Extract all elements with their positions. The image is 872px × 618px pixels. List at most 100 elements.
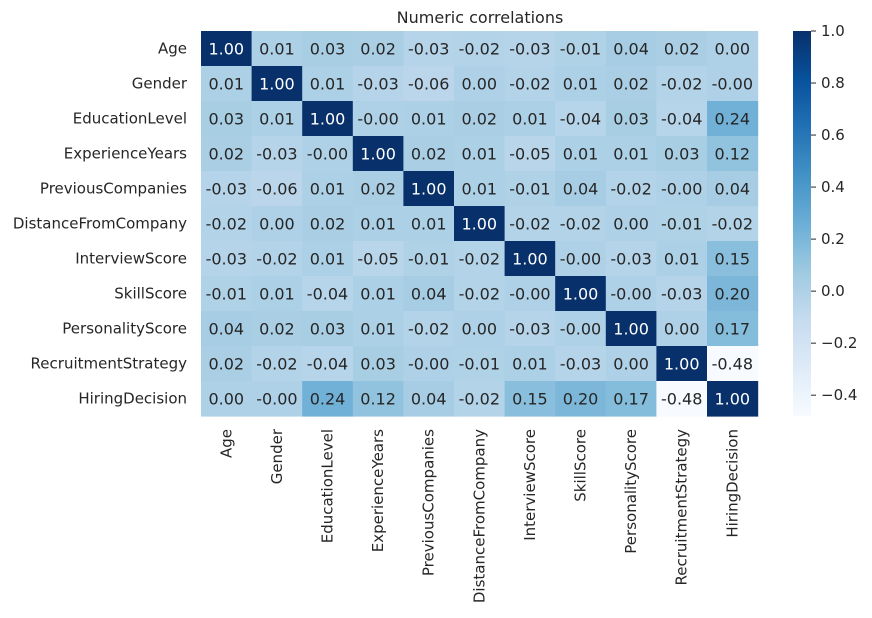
- heatmap-cell: [605, 311, 657, 347]
- heatmap-cell: [555, 136, 607, 172]
- heatmap-cell: [605, 31, 657, 67]
- heatmap-cell: [251, 66, 303, 102]
- heatmap-cell: [403, 66, 455, 102]
- heatmap-cell-value: -0.03: [256, 145, 297, 164]
- heatmap-cell-value: -0.04: [307, 285, 348, 304]
- heatmap-cell-value: -0.03: [560, 355, 601, 374]
- heatmap-cell-value: 0.04: [563, 180, 599, 199]
- heatmap-cell: [555, 66, 607, 102]
- heatmap-cells: 1.00 0.01 0.03 0.02 -0.03 -0.02 -0.03 -0.01 0.04…: [201, 31, 759, 417]
- colorbar-tick-label: 0.2: [821, 230, 845, 248]
- heatmap-cell-value: 0.20: [563, 390, 599, 409]
- heatmap-cell: [555, 346, 607, 382]
- heatmap-cell: [656, 31, 708, 67]
- heatmap-cell: [454, 276, 506, 312]
- heatmap-cell-value: -0.02: [661, 75, 702, 94]
- heatmap-cell: [555, 31, 607, 67]
- heatmap-cell-value: -0.48: [661, 390, 702, 409]
- heatmap-cell: [352, 381, 404, 417]
- heatmap-cell-value: 0.01: [664, 250, 700, 269]
- heatmap-cell-value: 0.17: [613, 390, 649, 409]
- chart-title: Numeric correlations: [397, 8, 564, 27]
- heatmap-cell: [504, 101, 556, 137]
- heatmap-cell-value: -0.00: [509, 285, 550, 304]
- colorbar-tick-label: 1.0: [821, 22, 845, 40]
- heatmap-cell-value: -0.02: [256, 355, 297, 374]
- heatmap-cell-value: 0.00: [461, 75, 497, 94]
- heatmap-cell-value: 1.00: [360, 145, 396, 164]
- heatmap-cell-value: -0.02: [459, 285, 500, 304]
- y-tick-label: RecruitmentStrategy: [31, 355, 188, 373]
- heatmap-cell: [656, 381, 708, 417]
- colorbar-tick-label: −0.2: [821, 334, 857, 352]
- heatmap-cell-value: 1.00: [563, 285, 599, 304]
- heatmap-cell-value: 0.12: [360, 390, 396, 409]
- heatmap-cell-value: 1.00: [613, 320, 649, 339]
- heatmap-cell-value: 0.04: [411, 390, 447, 409]
- heatmap-cell-value: -0.05: [357, 250, 398, 269]
- heatmap-cell: [707, 276, 759, 312]
- y-tick-label: DistanceFromCompany: [13, 215, 187, 233]
- heatmap-cell: [707, 241, 759, 277]
- heatmap-cell-value: 0.02: [259, 320, 295, 339]
- heatmap-cell: [555, 206, 607, 242]
- x-tick-label: RecruitmentStrategy: [673, 429, 691, 586]
- heatmap-cell-value: -0.03: [357, 75, 398, 94]
- heatmap-cell: [201, 171, 253, 207]
- heatmap-cell-value: 0.01: [411, 110, 447, 129]
- heatmap-cell-value: -0.02: [610, 180, 651, 199]
- heatmap-cell: [656, 241, 708, 277]
- heatmap-cell: [707, 101, 759, 137]
- heatmap-cell: [201, 206, 253, 242]
- heatmap-cell-value: 0.01: [310, 75, 346, 94]
- heatmap-cell-value: -0.03: [206, 250, 247, 269]
- colorbar-tick-label: 0.6: [821, 126, 845, 144]
- heatmap-cell-value: 0.00: [664, 320, 700, 339]
- heatmap-cell-value: 0.01: [259, 285, 295, 304]
- heatmap-cell: [201, 241, 253, 277]
- colorbar-tick-label: 0.4: [821, 178, 845, 196]
- heatmap-cell: [504, 346, 556, 382]
- x-tick-label: SkillScore: [572, 429, 590, 502]
- heatmap-cell-value: -0.00: [357, 110, 398, 129]
- heatmap-cell: [302, 381, 354, 417]
- heatmap-cell: [656, 101, 708, 137]
- heatmap-cell-value: 1.00: [714, 390, 750, 409]
- heatmap-cell: [454, 136, 506, 172]
- heatmap-cell-value: 0.02: [461, 110, 497, 129]
- heatmap-cell: [605, 66, 657, 102]
- heatmap-cell: [302, 311, 354, 347]
- heatmap-cell: [352, 206, 404, 242]
- heatmap-cell-value: -0.04: [661, 110, 702, 129]
- heatmap-cell-value: 0.04: [714, 180, 750, 199]
- heatmap-cell: [201, 31, 253, 67]
- heatmap-cell: [504, 66, 556, 102]
- y-tick-label: PreviousCompanies: [40, 180, 187, 198]
- heatmap-cell-value: -0.00: [307, 145, 348, 164]
- heatmap-cell: [201, 136, 253, 172]
- heatmap-cell: [656, 276, 708, 312]
- heatmap-cell-value: -0.00: [610, 285, 651, 304]
- x-tick-label: DistanceFromCompany: [470, 429, 488, 603]
- heatmap-cell-value: -0.04: [560, 110, 601, 129]
- heatmap-cell: [707, 206, 759, 242]
- heatmap-cell: [403, 31, 455, 67]
- heatmap-cell: [605, 136, 657, 172]
- heatmap-cell: [302, 101, 354, 137]
- heatmap-cell: [504, 136, 556, 172]
- heatmap-cell: [707, 136, 759, 172]
- x-tick-label: PersonalityScore: [622, 429, 640, 554]
- heatmap-cell-value: -0.03: [509, 320, 550, 339]
- heatmap-cell-value: -0.02: [712, 215, 753, 234]
- heatmap-cell: [707, 381, 759, 417]
- heatmap-cell: [403, 136, 455, 172]
- heatmap-cell: [251, 101, 303, 137]
- heatmap-cell: [352, 31, 404, 67]
- heatmap-cell: [251, 346, 303, 382]
- heatmap-cell: [201, 101, 253, 137]
- heatmap-cell: [403, 101, 455, 137]
- heatmap-cell-value: 1.00: [411, 180, 447, 199]
- heatmap-cell-value: 0.04: [208, 320, 244, 339]
- heatmap-cell: [605, 206, 657, 242]
- heatmap-cell-value: -0.02: [459, 390, 500, 409]
